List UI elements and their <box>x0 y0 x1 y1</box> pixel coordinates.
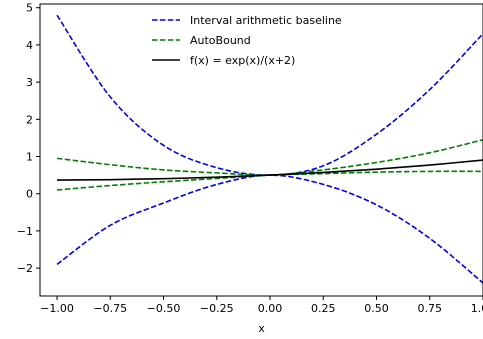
x-tick-label: −0.50 <box>147 302 181 315</box>
plot-frame <box>39 3 483 297</box>
x-tick-label: −0.25 <box>200 302 234 315</box>
x-tick-label: 0.25 <box>311 302 336 315</box>
legend-label: Interval arithmetic baseline <box>190 14 342 27</box>
y-tick-label: 5 <box>26 2 33 15</box>
x-tick-label: 0.00 <box>258 302 283 315</box>
y-tick-label: 2 <box>26 113 33 126</box>
x-tick-label: −1.00 <box>40 302 74 315</box>
legend-label: AutoBound <box>190 34 251 47</box>
y-tick-label: 3 <box>26 76 33 89</box>
y-axis: −2 −1 0 1 2 3 4 5 <box>17 2 40 275</box>
x-axis: −1.00 −0.75 −0.50 −0.25 0.00 0.25 0.50 0.75 1.00 <box>40 296 483 315</box>
y-tick-label: 4 <box>26 39 33 52</box>
y-tick-label: 0 <box>26 188 33 201</box>
series-layer <box>56 14 483 284</box>
x-tick-label: 0.75 <box>418 302 443 315</box>
x-tick-label: 1.00 <box>471 302 483 315</box>
legend: Interval arithmetic baseline AutoBound f(x… <box>146 10 368 70</box>
y-tick-label: −2 <box>17 262 33 275</box>
x-tick-label: −0.75 <box>93 302 127 315</box>
y-tick-label: −1 <box>17 225 33 238</box>
legend-box <box>146 10 368 70</box>
series-line-f-x-exp-x-x-2-function <box>57 159 483 181</box>
series-line-interval-arithmetic-baseline-lower <box>56 174 483 284</box>
series-line-autobound-upper <box>56 138 483 176</box>
x-axis-title: x <box>258 322 265 335</box>
x-tick-label: 0.50 <box>364 302 389 315</box>
series-line-autobound-lower <box>56 170 483 191</box>
legend-label: f(x) = exp(x)/(x+2) <box>190 54 295 67</box>
y-tick-label: 1 <box>26 151 33 164</box>
